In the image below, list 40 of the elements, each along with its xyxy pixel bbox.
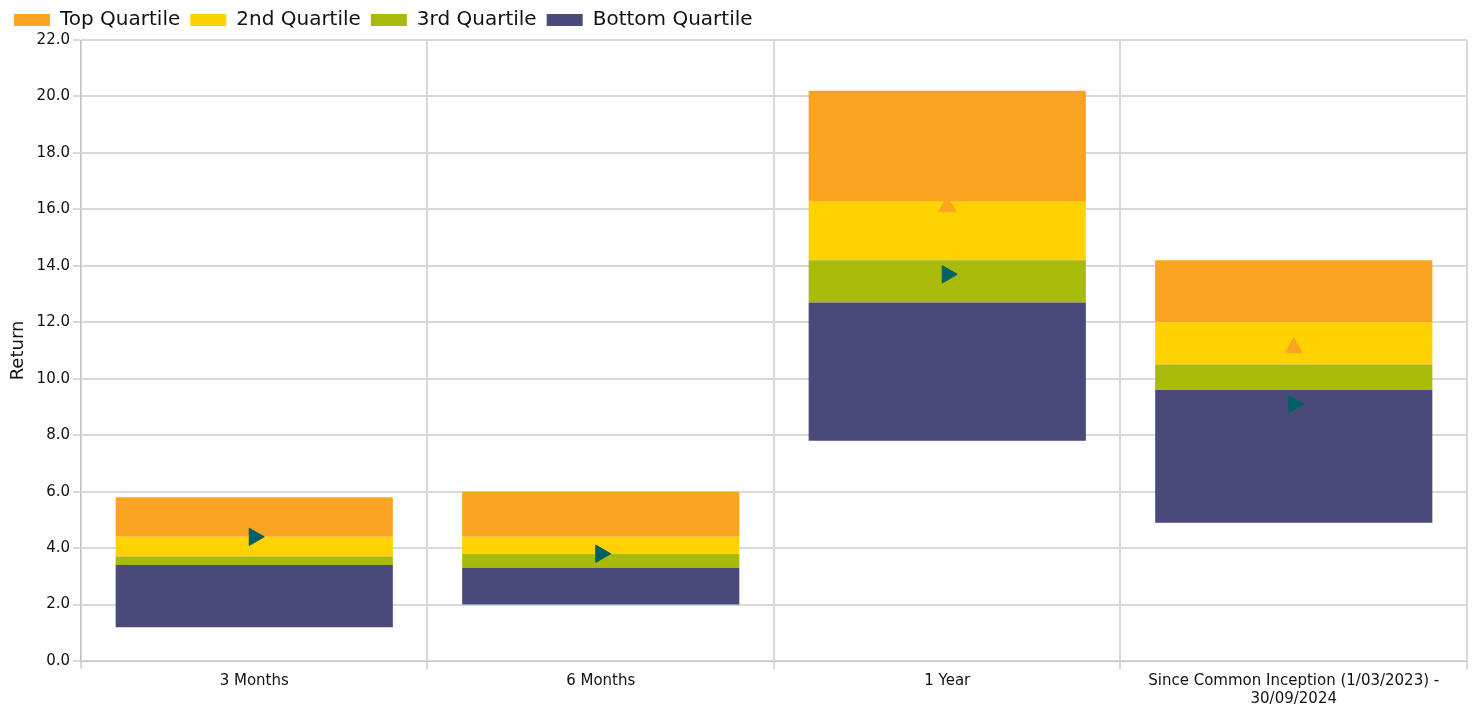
y-tick-label: 10.0	[36, 368, 70, 387]
y-tick-label: 4.0	[46, 537, 70, 556]
point	[941, 265, 958, 284]
bar	[1155, 260, 1433, 323]
legend-label: 3rd Quartile	[416, 6, 537, 31]
x-tick-label: 1 Year	[924, 670, 972, 689]
y-tick-label: 16.0	[36, 199, 70, 218]
point	[1288, 394, 1305, 414]
y-tick-label: 6.0	[46, 481, 70, 500]
y-tick-label: 8.0	[46, 425, 70, 444]
bar	[462, 491, 740, 537]
bar	[115, 565, 393, 628]
x-tick-label: 3 Months	[219, 670, 289, 689]
legend-label: 2nd Quartile	[236, 6, 361, 31]
bar	[1155, 322, 1433, 365]
y-tick-label: 0.0	[46, 650, 70, 669]
bar	[115, 536, 393, 557]
bar	[115, 556, 393, 566]
y-tick-label: 22.0	[36, 29, 70, 48]
y-tick-label: 2.0	[46, 594, 70, 613]
bar	[462, 567, 740, 605]
y-tick-label: 14.0	[36, 255, 70, 274]
legend-label: Top Quartile	[59, 6, 181, 31]
bar	[462, 536, 740, 554]
point	[595, 544, 612, 563]
bar	[1155, 364, 1433, 391]
bar	[115, 497, 393, 537]
bar	[808, 200, 1086, 261]
bar	[808, 302, 1086, 441]
x-tick-label: 6 Months	[566, 670, 636, 689]
y-tick-label: 12.0	[36, 312, 70, 331]
x-tick-label: Since Common Inception (1/03/2023) - 30/09/2024	[1148, 670, 1440, 707]
y-axis-title: Return	[6, 320, 28, 381]
bar	[1155, 390, 1433, 523]
point	[248, 527, 265, 546]
bar	[462, 553, 740, 568]
y-tick-label: 20.0	[36, 86, 70, 105]
y-tick-label: 18.0	[36, 142, 70, 161]
bar	[808, 260, 1086, 303]
legend-label: Bottom Quartile	[592, 6, 753, 31]
